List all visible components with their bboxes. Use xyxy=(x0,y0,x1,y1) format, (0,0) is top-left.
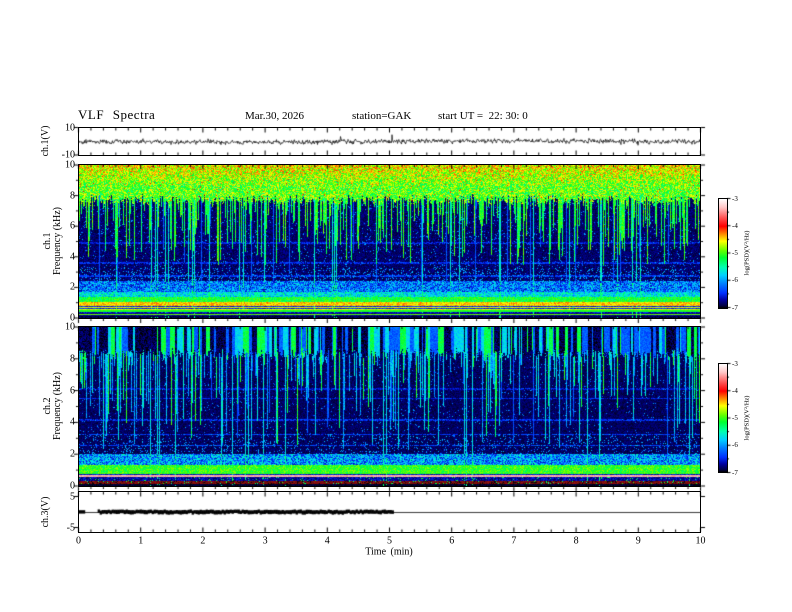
colorbar2-tick-label: -5 xyxy=(732,414,738,422)
plot-title: VLF Spectra xyxy=(78,107,156,122)
xtick-label: 2 xyxy=(200,535,206,547)
colorbar-ch1-label: log(PSD)(V²/Hz) xyxy=(744,231,751,276)
xtick-label: 9 xyxy=(635,535,641,547)
spec1-ytick-label: 4 xyxy=(70,251,75,263)
xtick-label: 7 xyxy=(511,535,517,547)
spec2-ytick-label: 2 xyxy=(70,448,75,460)
start-ut-label: start UT = 22: 30: 0 xyxy=(438,110,528,122)
ch1-waveform-canvas xyxy=(79,128,700,155)
colorbar1-tick-label: -7 xyxy=(732,303,738,312)
spec2-ytick-label: 8 xyxy=(70,353,75,365)
colorbar2-tick-label: -4 xyxy=(732,386,738,395)
ch2-spectrogram-ylabel: ch.2 Frequency (kHz) xyxy=(42,371,63,441)
colorbar1-tick-label: -6 xyxy=(732,276,738,285)
colorbar1-tick-label: -3 xyxy=(732,194,738,203)
ch2-spectrogram-canvas xyxy=(79,327,700,486)
colorbar2-tick-label: -6 xyxy=(732,441,738,450)
ch3-trace-panel xyxy=(78,491,701,533)
waveform-ytick-label: 10 xyxy=(65,122,75,133)
colorbar-ch2 xyxy=(718,363,728,473)
colorbar-ch2-label-text: log(PSD)(V²/Hz) xyxy=(743,395,751,441)
ch1-waveform-ylabel: ch.1(V) xyxy=(40,125,51,157)
ch3-ylabel: ch.3(V) xyxy=(40,496,51,528)
date-label: Mar.30, 2026 xyxy=(245,110,304,122)
xtick-label: 4 xyxy=(324,535,330,547)
ch1-spectrogram-panel xyxy=(78,164,701,319)
spec1-ytick-label: 8 xyxy=(70,190,75,202)
xtick-label: 3 xyxy=(262,535,268,547)
xtick-label: 0 xyxy=(76,535,81,547)
station-label: station=GAK xyxy=(352,110,412,122)
ch1-waveform-panel xyxy=(78,127,701,156)
spec2-ytick-label: 10 xyxy=(65,321,75,333)
colorbar2-tick-label: -7 xyxy=(732,468,738,477)
spec1-ytick-label: 10 xyxy=(65,159,75,171)
xtick-label: 6 xyxy=(449,535,455,547)
ch3-ytick-label: 5 xyxy=(70,491,75,502)
spec2-ytick-label: 0 xyxy=(70,480,75,492)
spec2-ytick-label: 6 xyxy=(70,385,75,397)
colorbar1-tick-label: -5 xyxy=(732,249,738,257)
spec2-ytick-label: 4 xyxy=(70,416,75,428)
colorbar-ch2-label: log(PSD)(V²/Hz) xyxy=(744,396,751,441)
colorbar-ch1 xyxy=(718,198,728,309)
ch3-trace-canvas xyxy=(79,492,700,532)
waveform-ytick-label: -10 xyxy=(61,149,75,161)
colorbar-ch1-label-text: log(PSD)(V²/Hz) xyxy=(743,230,751,276)
xtick-label: 10 xyxy=(695,535,706,547)
spec1-ytick-label: 6 xyxy=(70,220,75,232)
spec1-ytick-label: 2 xyxy=(70,281,75,293)
time-axis-label: Time (min) xyxy=(365,546,413,558)
colorbar2-tick-label: -3 xyxy=(732,359,738,368)
ch3-ytick-label: -5 xyxy=(66,522,75,533)
ch1-spectrogram-ylabel: ch.1 Frequency (kHz) xyxy=(42,206,63,276)
xtick-label: 5 xyxy=(387,535,392,547)
xtick-label: 8 xyxy=(573,535,579,547)
colorbar1-tick-label: -4 xyxy=(732,221,738,230)
ch2-spectrogram-ylabel-line2: Frequency (kHz) xyxy=(52,371,63,441)
ch1-spectrogram-ylabel-line2: Frequency (kHz) xyxy=(52,206,63,276)
spec1-ytick-label: 0 xyxy=(70,312,75,324)
ch3-ylabel-text: ch.3(V) xyxy=(40,496,51,528)
ch1-spectrogram-canvas xyxy=(79,165,700,318)
ch2-spectrogram-panel xyxy=(78,326,701,487)
xtick-label: 1 xyxy=(138,535,144,547)
ch1-waveform-ylabel-text: ch.1(V) xyxy=(40,125,51,157)
